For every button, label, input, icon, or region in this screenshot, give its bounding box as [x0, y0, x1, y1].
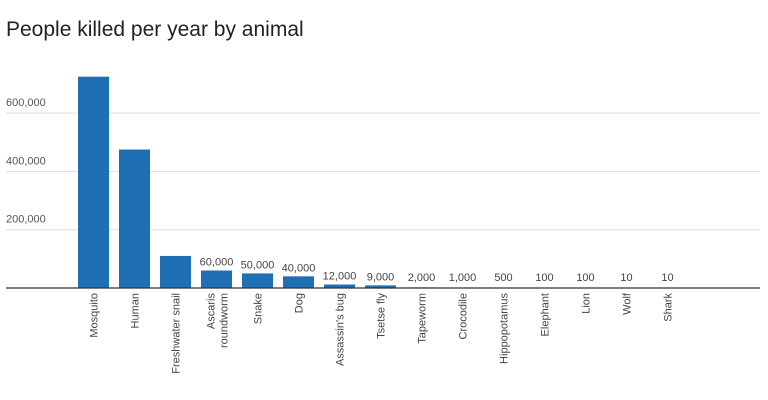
x-tick-label: Dog: [294, 293, 306, 313]
y-tick-label: 200,000: [6, 214, 46, 226]
bar-snake: [242, 273, 273, 288]
bar-tsetse-fly: [365, 285, 396, 288]
x-tick-label: Wolf: [622, 292, 634, 315]
bar-dog: [283, 276, 314, 288]
data-label: 9,000: [367, 271, 395, 283]
data-label: 50,000: [241, 259, 275, 271]
bar-ascaris-roundworm: [201, 270, 232, 288]
data-label: 60,000: [200, 257, 234, 269]
bar-assassin-s-bug: [324, 284, 355, 288]
data-label: 10: [620, 272, 632, 284]
bar-mosquito: [78, 76, 109, 288]
data-label: 1,000: [449, 272, 477, 284]
x-tick-label: Mosquito: [89, 293, 101, 338]
data-label: 10: [661, 272, 673, 284]
bar-human: [119, 149, 150, 288]
x-tick-label: Tapeworm: [417, 293, 429, 344]
data-label: 100: [535, 272, 553, 284]
x-tick-label: Elephant: [540, 293, 552, 336]
data-label: 500: [494, 272, 512, 284]
y-tick-label: 600,000: [6, 97, 46, 109]
x-tick-label: Freshwater snail: [171, 293, 183, 374]
data-label: 2,000: [408, 272, 436, 284]
x-tick-label: Tsetse fly: [376, 293, 388, 339]
x-tick-label: Shark: [663, 293, 675, 322]
data-label: 12,000: [323, 271, 357, 283]
x-tick-label: Assassin's bug: [335, 293, 347, 366]
x-tick-label: Lion: [581, 293, 593, 314]
x-tick-label: Crocodile: [458, 293, 470, 339]
x-tick-label: Ascarisroundworm: [206, 293, 231, 349]
data-label: 100: [576, 272, 594, 284]
y-tick-label: 400,000: [6, 155, 46, 167]
chart-title: People killed per year by animal: [6, 18, 304, 41]
x-tick-label: Hippopotamus: [499, 293, 511, 364]
x-tick-label: Snake: [253, 293, 265, 324]
bar-freshwater-snail: [160, 255, 191, 288]
data-label: 40,000: [282, 262, 316, 274]
x-tick-label: Human: [130, 293, 142, 328]
